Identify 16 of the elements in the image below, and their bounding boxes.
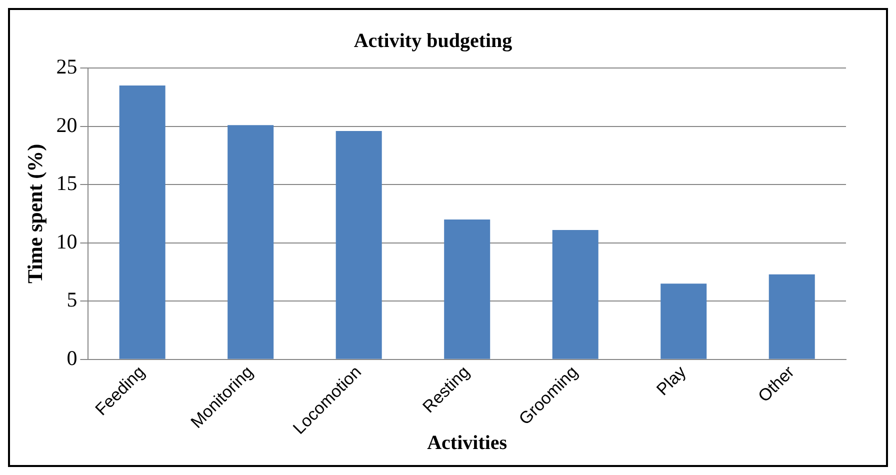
chart-title: Activity budgeting	[354, 30, 512, 52]
y-tick-label: 15	[56, 171, 78, 196]
y-tick-label: 5	[66, 288, 78, 312]
y-axis-title: Time spent (%)	[23, 144, 48, 284]
bar	[228, 125, 274, 359]
y-tick-label: 20	[56, 112, 78, 137]
x-axis-title: Activities	[427, 432, 508, 454]
bar	[119, 85, 166, 359]
bar	[444, 220, 490, 359]
bar	[336, 130, 382, 359]
y-tick-label: 25	[56, 54, 78, 79]
y-tick-label: 10	[56, 229, 78, 254]
y-tick-label: 0	[66, 346, 78, 370]
bar	[768, 274, 815, 359]
bar	[660, 284, 707, 359]
bar	[552, 230, 598, 359]
